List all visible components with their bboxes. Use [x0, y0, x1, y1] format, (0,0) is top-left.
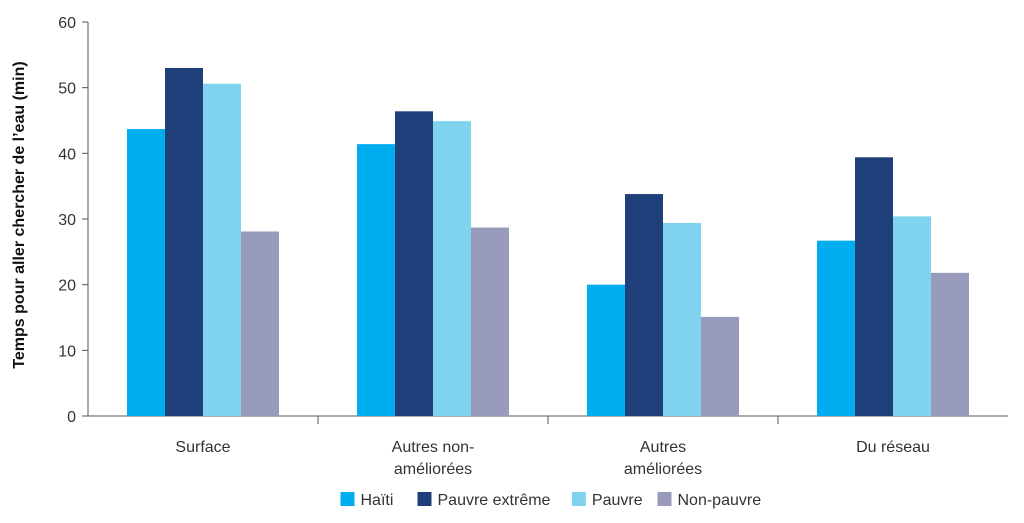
- bar: [471, 227, 509, 416]
- bar: [701, 316, 739, 416]
- y-tick-label: 30: [58, 212, 76, 229]
- x-axis-labels: Surface Autres non-améliorées Autres amélio…: [175, 439, 929, 478]
- bar: [127, 129, 165, 416]
- y-tick-label: 20: [58, 278, 76, 295]
- bar: [395, 111, 433, 416]
- bar: [625, 194, 663, 416]
- legend-swatch: [657, 492, 672, 506]
- legend: Haïti Pauvre extrême Pauvre Non-pauvre: [340, 492, 762, 509]
- bar: [165, 67, 203, 416]
- y-tick-label: 60: [58, 15, 76, 32]
- legend-swatch: [417, 492, 432, 506]
- x-category-label: Autres non-améliorées: [392, 439, 475, 478]
- y-axis-title-group: Temps pour aller chercher de l’eau (min): [11, 61, 28, 368]
- bar: [203, 83, 241, 416]
- bar: [931, 272, 969, 416]
- y-tick-label: 10: [58, 343, 76, 360]
- legend-item: Pauvre: [571, 492, 643, 509]
- bar: [893, 216, 931, 416]
- x-category-label: Du réseau: [856, 439, 930, 456]
- bar: [241, 231, 279, 416]
- y-tick-label: 50: [58, 81, 76, 98]
- x-category-label: Autres améliorées: [624, 439, 702, 478]
- bar: [663, 222, 701, 416]
- bars: [127, 67, 969, 417]
- legend-label: Pauvre extrême: [438, 492, 551, 509]
- bar: [433, 121, 471, 416]
- legend-swatch: [571, 492, 586, 506]
- x-category-label: Surface: [175, 439, 230, 456]
- bar: [587, 284, 625, 416]
- legend-item: Pauvre extrême: [417, 492, 551, 509]
- y-tick-label: 40: [58, 146, 76, 163]
- legend-label: Pauvre: [592, 492, 643, 509]
- legend-item: Non-pauvre: [657, 492, 762, 509]
- y-axis-title: Temps pour aller chercher de l’eau (min): [11, 61, 28, 368]
- legend-label: Non-pauvre: [678, 492, 762, 509]
- bar: [817, 240, 855, 416]
- bar: [855, 157, 893, 417]
- legend-swatch: [340, 492, 355, 506]
- legend-item: Haïti: [340, 492, 394, 509]
- legend-label: Haïti: [361, 492, 394, 509]
- bar: [357, 144, 395, 416]
- y-tick-label: 0: [67, 409, 76, 426]
